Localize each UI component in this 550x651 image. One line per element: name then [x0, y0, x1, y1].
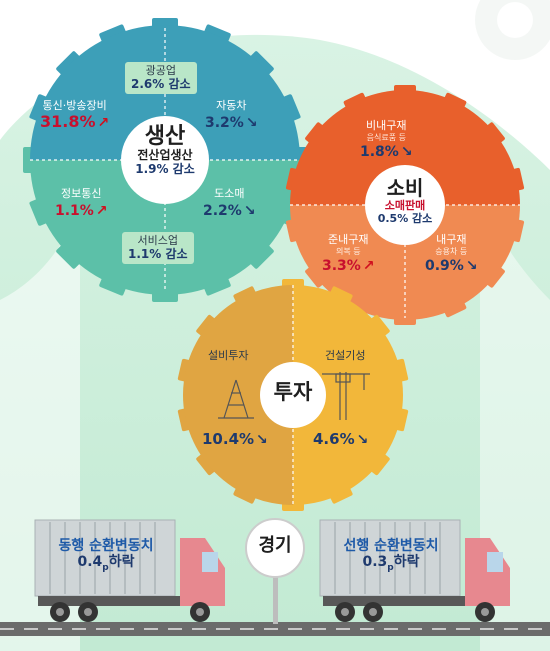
durables-label: 내구재: [436, 233, 467, 246]
oil-pump-icon: [218, 379, 254, 419]
signpost-pole: [273, 570, 278, 624]
info-comm-value: 1.1%: [55, 202, 94, 219]
nondurables-detail: 음식료품 등: [366, 132, 406, 142]
production-value: 1.9% 감소: [135, 162, 195, 177]
consumption-gear: [285, 85, 525, 325]
construction-label: 건설기성: [325, 349, 366, 362]
arrow-up-icon: ↗: [97, 114, 110, 131]
investment-center-circle: [260, 362, 326, 428]
equipment-investment-value: 10.4%: [202, 430, 255, 448]
info-comm-label: 정보통신: [61, 187, 102, 200]
mining-badge: 광공업 2.6% 감소: [125, 62, 197, 94]
wholesale-retail-label: 도소매: [214, 187, 245, 200]
leading-suffix: 하락: [393, 554, 420, 571]
semidurables-detail: 의복 등: [335, 246, 361, 256]
signpost-sign: [245, 518, 305, 578]
durables-detail: 승용차 등: [435, 246, 468, 256]
production-title: 생산: [144, 124, 186, 149]
arrow-up-icon: ↗: [95, 202, 108, 219]
semidurables-value: 3.3%: [322, 257, 361, 274]
coincident-suffix: 하락: [108, 554, 135, 571]
services-label: 서비스업: [137, 234, 179, 247]
semidurables-label: 준내구재: [328, 233, 369, 246]
info-comm-item: 정보통신 1.1% ↗: [55, 187, 108, 219]
arrow-down-icon: ↘: [245, 114, 258, 131]
semidurables-item: 준내구재 의복 등 3.3% ↗: [322, 233, 375, 274]
arrow-down-icon: ↘: [256, 432, 268, 448]
telecom-equipment-value: 31.8%: [40, 111, 96, 131]
leading-label: 선행 순환변동치: [343, 538, 439, 554]
equipment-investment-label: 설비투자: [208, 349, 249, 362]
wholesale-retail-value: 2.2%: [203, 202, 242, 219]
production-subtitle: 전산업생산: [137, 148, 193, 163]
coincident-value: 0.4: [77, 554, 103, 571]
coincident-label: 동행 순환변동치: [58, 538, 154, 554]
construction-value: 4.6%: [313, 430, 355, 448]
mining-label: 광공업: [145, 64, 176, 77]
production-center-circle: [121, 116, 209, 204]
economy-sign: 경기: [246, 535, 304, 557]
consumption-value: 0.5% 감소: [377, 211, 433, 225]
nondurables-label: 비내구재: [366, 119, 407, 132]
truck-right: [319, 519, 510, 622]
faint-gear-icon: [475, 0, 550, 60]
investment-title: 투자: [273, 380, 313, 404]
durables-item: 내구재 승용차 등 0.9% ↘: [425, 233, 478, 274]
background-sky-cutout-right: [480, 190, 550, 651]
equipment-investment-label-wrap: 설비투자: [208, 349, 249, 363]
services-badge: 서비스업 1.1% 감소: [122, 232, 194, 264]
production-center: 생산 전산업생산 1.9% 감소: [124, 124, 206, 177]
investment-gear: [177, 279, 409, 511]
services-value: 1.1% 감소: [128, 247, 188, 262]
automobile-value: 3.2%: [205, 114, 244, 131]
arrow-down-icon: ↘: [400, 143, 413, 160]
consumption-title: 소비: [386, 176, 424, 200]
leading-value: 0.3: [362, 554, 388, 571]
arrow-down-icon: ↘: [243, 202, 256, 219]
investment-center: 투자: [263, 380, 323, 404]
crane-icon: [322, 372, 370, 420]
automobile-item: 자동차 3.2% ↘: [205, 99, 258, 131]
consumption-center: 소비 소매판매 0.5% 감소: [370, 177, 440, 225]
automobile-label: 자동차: [216, 99, 247, 112]
durables-value: 0.9%: [425, 257, 464, 274]
wholesale-retail-item: 도소매 2.2% ↘: [203, 187, 256, 219]
coincident-unit: p: [102, 562, 109, 573]
leading-index: 선행 순환변동치 0.3p하락: [333, 538, 449, 573]
investment-gear-right: [293, 285, 403, 505]
truck-left: [34, 519, 225, 622]
mining-value: 2.6% 감소: [131, 77, 191, 92]
nondurables-item: 비내구재 음식료품 등 1.8% ↘: [360, 119, 413, 160]
arrow-up-icon: ↗: [362, 257, 375, 274]
nondurables-value: 1.8%: [360, 143, 399, 160]
coincident-index: 동행 순환변동치 0.4p하락: [48, 538, 164, 573]
consumption-subtitle: 소매판매: [384, 199, 426, 212]
investment-gear-left: [183, 285, 293, 505]
consumption-center-circle: [365, 165, 445, 245]
telecom-equipment-item: 통신·방송장비 31.8% ↗: [40, 99, 110, 131]
economy-label: 경기: [258, 535, 292, 556]
arrow-down-icon: ↘: [356, 432, 369, 448]
consumption-gear-top: [290, 90, 520, 205]
leading-unit: p: [387, 562, 394, 573]
construction-item: 4.6% ↘: [313, 430, 368, 448]
arrow-down-icon: ↘: [465, 257, 478, 274]
construction-label-wrap: 건설기성: [325, 349, 366, 363]
telecom-equipment-label: 통신·방송장비: [42, 99, 107, 112]
equipment-investment-item: 10.4% ↘: [202, 430, 268, 448]
